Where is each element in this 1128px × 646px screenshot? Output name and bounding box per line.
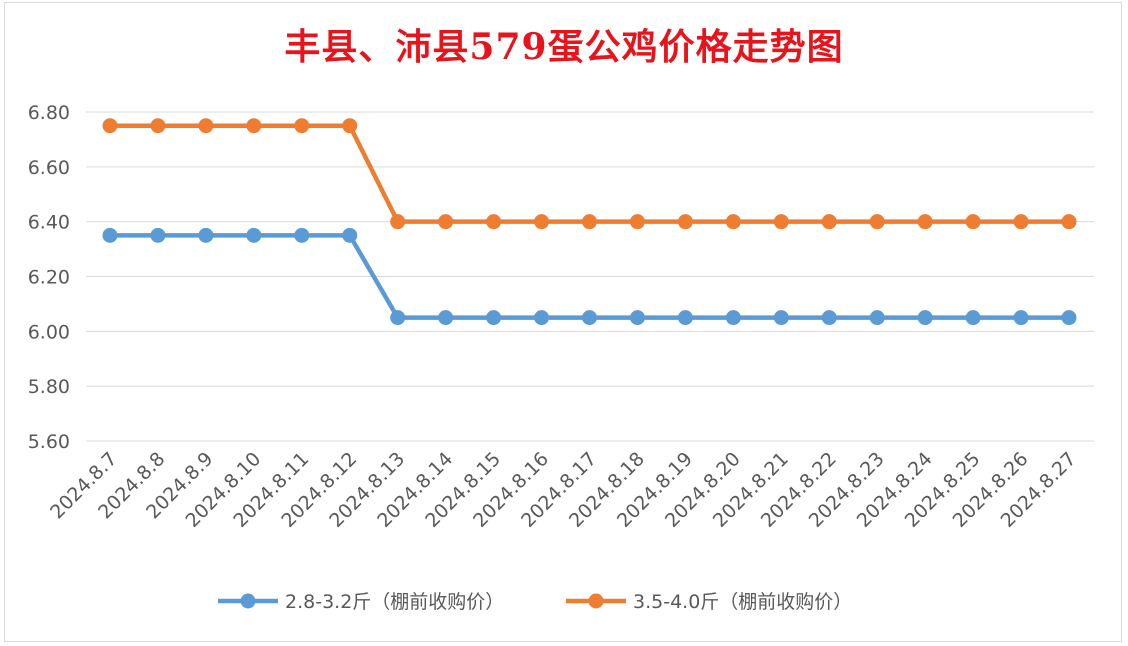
chart-frame [4, 2, 1122, 642]
y-tick-label: 6.40 [28, 212, 70, 234]
data-point [246, 227, 262, 243]
data-point [534, 214, 550, 230]
data-point [821, 310, 837, 326]
data-point [102, 227, 118, 243]
data-point [390, 310, 406, 326]
data-point [725, 310, 741, 326]
legend-label-2: 3.5-4.0斤（棚前收购价） [633, 591, 852, 613]
data-point [677, 310, 693, 326]
series-line-2 [110, 123, 1069, 224]
data-point [629, 310, 645, 326]
data-point [629, 214, 645, 230]
data-point [486, 214, 502, 230]
data-point [965, 214, 981, 230]
y-tick-label: 6.20 [28, 267, 70, 289]
data-point [582, 214, 597, 230]
y-tick-label: 5.60 [28, 431, 70, 453]
chart-title: 丰县、沛县579蛋公鸡价格走势图 [284, 26, 844, 68]
data-point [773, 214, 789, 230]
data-point [102, 118, 118, 134]
data-point [965, 310, 981, 326]
data-point [725, 214, 741, 230]
data-point [1013, 310, 1029, 326]
data-point [1061, 310, 1077, 326]
data-point [917, 214, 933, 230]
data-point [869, 310, 885, 326]
data-point [150, 118, 166, 134]
data-point [438, 214, 454, 230]
y-tick-label: 6.60 [28, 157, 70, 179]
y-tick-label: 6.00 [28, 321, 70, 343]
data-point [1061, 214, 1077, 230]
data-point [869, 214, 885, 230]
legend-label-1: 2.8-3.2斤（棚前收购价） [285, 591, 504, 613]
data-point [198, 118, 214, 134]
y-tick-label: 5.80 [28, 376, 70, 398]
data-point [198, 227, 214, 243]
data-point [294, 227, 310, 243]
legend-marker-1 [240, 593, 256, 609]
data-point [677, 214, 693, 230]
y-tick-label: 6.80 [28, 102, 70, 124]
data-point [582, 310, 597, 326]
data-point [534, 310, 550, 326]
data-point [438, 310, 454, 326]
data-point [1013, 214, 1029, 230]
data-point [342, 118, 358, 134]
data-point [294, 118, 310, 134]
data-point [150, 227, 166, 243]
data-point [773, 310, 789, 326]
data-point [390, 214, 406, 230]
data-point [917, 310, 933, 326]
legend-marker-2 [588, 593, 604, 609]
data-point [821, 214, 837, 230]
data-point [246, 118, 262, 134]
data-point [486, 310, 502, 326]
data-point [342, 227, 358, 243]
